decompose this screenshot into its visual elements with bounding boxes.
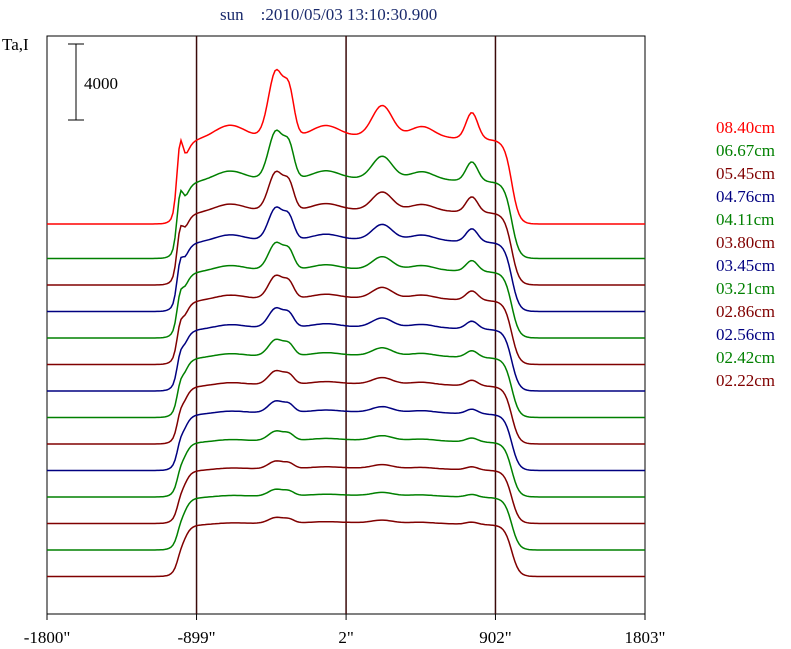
series-curves [47,68,645,578]
x-tick-label: -1800" [24,628,71,647]
series-line [47,170,645,286]
series-line [47,399,645,472]
legend: 08.40cm 06.67cm 05.45cm 04.76cm 04.11cm 03.80… [716,118,775,390]
legend-item: 02.22cm [716,371,775,390]
series-line [47,274,645,366]
legend-item: 03.80cm [716,233,775,252]
x-tick-label: 2" [338,628,353,647]
chart-title: sun :2010/05/03 13:10:30.900 [220,5,437,24]
x-tick-label: -899" [177,628,215,647]
legend-item: 04.76cm [716,187,775,206]
series-line [47,488,645,551]
legend-item: 05.45cm [716,164,775,183]
series-line [47,206,645,313]
x-tick-label: 1803" [625,628,666,647]
legend-item: 02.56cm [716,325,775,344]
series-line [47,338,645,419]
y-axis-label: Ta,I [2,35,29,54]
legend-item: 06.67cm [716,141,775,160]
series-line [47,516,645,578]
series-line [47,460,645,525]
x-tick-label: 902" [479,628,511,647]
series-line [47,129,645,260]
legend-item: 02.86cm [716,302,775,321]
legend-item: 03.45cm [716,256,775,275]
legend-item: 04.11cm [716,210,774,229]
scale-bar-label: 4000 [84,74,118,93]
legend-item: 02.42cm [716,348,775,367]
series-line [47,306,645,392]
legend-item: 08.40cm [716,118,775,137]
series-line [47,430,645,498]
x-axis-ticks: -1800" -899" 2" 902" 1803" [24,614,666,647]
series-line [47,68,645,225]
series-line [47,369,645,445]
series-line [47,241,645,339]
legend-item: 03.21cm [716,279,775,298]
scale-bar: 4000 [68,43,118,121]
